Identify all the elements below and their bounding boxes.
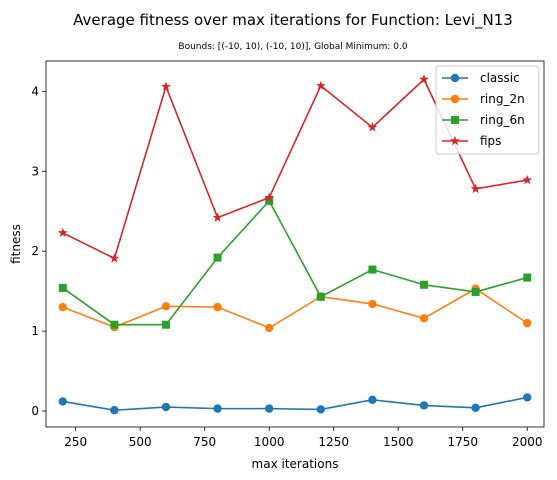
- data-point: [58, 228, 68, 237]
- data-point: [523, 319, 531, 327]
- legend-label: ring_6n: [480, 113, 525, 127]
- data-point: [265, 324, 273, 332]
- legend-label: classic: [480, 71, 520, 85]
- y-tick-label: 1: [31, 324, 39, 338]
- data-point: [161, 81, 171, 90]
- x-axis: 250 500 750 1000 1250 1500 1750 2000: [64, 427, 542, 449]
- data-point: [317, 293, 325, 301]
- data-point: [420, 314, 428, 322]
- data-point: [420, 401, 428, 409]
- series-line: [63, 289, 527, 328]
- data-point: [162, 302, 170, 310]
- legend-marker: [451, 116, 459, 124]
- y-axis-label: fitness: [9, 224, 23, 264]
- series-ring_6n: [59, 197, 531, 329]
- data-point: [265, 404, 273, 412]
- legend-marker: [451, 95, 459, 103]
- x-tick-label: 1250: [318, 435, 349, 449]
- data-point: [420, 281, 428, 289]
- series-line: [63, 201, 527, 325]
- series-line: [63, 397, 527, 410]
- data-point: [213, 212, 223, 221]
- legend-label: ring_2n: [480, 92, 525, 106]
- x-tick-label: 1000: [254, 435, 285, 449]
- data-point: [214, 254, 222, 262]
- x-tick-label: 500: [129, 435, 152, 449]
- data-point: [213, 303, 221, 311]
- data-point: [109, 253, 119, 262]
- chart-title: Average fitness over max iterations for …: [73, 11, 513, 30]
- data-point: [110, 321, 118, 329]
- x-tick-label: 250: [64, 435, 87, 449]
- x-tick-label: 1750: [447, 435, 478, 449]
- data-point: [59, 284, 67, 292]
- y-axis: 0 1 2 3 4: [31, 84, 46, 418]
- data-point: [110, 406, 118, 414]
- data-point: [162, 403, 170, 411]
- series-classic: [59, 393, 532, 414]
- x-tick-label: 1500: [383, 435, 414, 449]
- x-axis-label: max iterations: [252, 457, 339, 471]
- data-point: [317, 405, 325, 413]
- data-point: [59, 303, 67, 311]
- data-point: [523, 393, 531, 401]
- data-point: [368, 300, 376, 308]
- data-point: [471, 404, 479, 412]
- data-point: [59, 397, 67, 405]
- legend-marker: [451, 74, 459, 82]
- y-tick-label: 2: [31, 244, 39, 258]
- data-point: [368, 266, 376, 274]
- data-point: [523, 274, 531, 282]
- y-tick-label: 0: [31, 404, 39, 418]
- data-point: [471, 184, 481, 193]
- chart-subtitle: Bounds: [(-10, 10), (-10, 10)], Global M…: [178, 42, 407, 52]
- data-point: [368, 396, 376, 404]
- data-point: [472, 288, 480, 296]
- legend-label: fips: [480, 134, 501, 148]
- x-tick-label: 2000: [512, 435, 543, 449]
- data-point: [522, 175, 532, 184]
- data-point: [213, 404, 221, 412]
- data-point: [162, 321, 170, 329]
- y-tick-label: 4: [31, 84, 39, 98]
- x-tick-label: 750: [193, 435, 216, 449]
- y-tick-label: 3: [31, 164, 39, 178]
